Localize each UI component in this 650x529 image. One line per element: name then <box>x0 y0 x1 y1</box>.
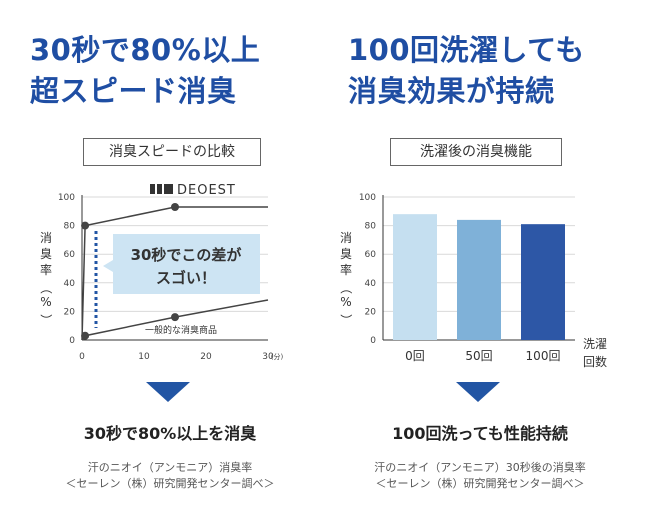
line-ytick-label: 0 <box>69 336 75 346</box>
ylabel-char: 消 <box>340 231 352 245</box>
left-down-arrow <box>146 382 190 402</box>
line-series-0 <box>81 206 268 341</box>
left-subtitle: 消臭スピードの比較 <box>83 138 261 166</box>
line-ylabel: 消臭率 （% ） <box>39 231 53 326</box>
line-ytick-label: 60 <box>64 250 76 260</box>
bar-xlabel-line-2: 回数 <box>583 354 607 369</box>
ylabel-char: 率 <box>340 262 352 277</box>
line-ytick-label: 40 <box>64 279 76 289</box>
ylabel-char: ） <box>339 314 353 326</box>
bar-ytick-label: 0 <box>370 336 376 346</box>
speed-line-chart: 0 20 40 60 80 100 0 10 20 30(分) 消臭率 （% ） DEOEST 30秒で… <box>39 183 284 362</box>
ylabel-char: ） <box>39 314 53 326</box>
bar-2 <box>521 224 565 340</box>
left-summary: 30秒で80%以上を消臭 <box>83 424 257 443</box>
ylabel-char: （ <box>339 282 353 294</box>
bar-ylabel: 消臭率 （% ） <box>339 231 353 326</box>
callout-line-1: 30秒でこの差が <box>131 246 243 264</box>
right-subtitle: 洗濯後の消臭機能 <box>390 138 562 166</box>
right-source-line-1: 汗のニオイ（アンモニア）30秒後の消臭率 <box>374 461 586 474</box>
line-xtick-label: 10 <box>138 352 150 362</box>
right-headline: 100回洗濯しても 消臭効果が持続 <box>348 30 585 112</box>
bar-1 <box>457 219 501 340</box>
right-headline-line-2: 消臭効果が持続 <box>348 74 555 108</box>
right-summary: 100回洗っても性能持続 <box>392 424 568 443</box>
line-xtick-label: 30 <box>262 352 274 362</box>
left-source: 汗のニオイ（アンモニア）消臭率 ＜セーレン（株）研究開発センター調べ＞ <box>20 460 320 492</box>
right-source: 汗のニオイ（アンモニア）30秒後の消臭率 ＜セーレン（株）研究開発センター調べ＞ <box>330 460 630 492</box>
line-ytick-label: 100 <box>58 193 75 203</box>
general-product-label: 一般的な消臭商品 <box>145 324 217 336</box>
bar-category-label: 50回 <box>465 349 492 363</box>
ylabel-char: 消 <box>40 231 52 245</box>
line-ytick-label: 80 <box>64 222 76 232</box>
bar-ytick-label: 60 <box>365 250 377 260</box>
ylabel-char: （ <box>39 282 53 294</box>
line-xtick-label: 20 <box>200 352 212 362</box>
bar-ytick-label: 20 <box>365 307 377 317</box>
deoest-label: DEOEST <box>177 183 236 198</box>
left-source-line-2: ＜セーレン（株）研究開発センター調べ＞ <box>65 477 275 490</box>
ylabel-char: % <box>340 295 351 309</box>
left-source-line-1: 汗のニオイ（アンモニア）消臭率 <box>87 461 253 474</box>
line-xunit-label: (分) <box>271 352 284 361</box>
ylabel-char: 臭 <box>340 246 352 261</box>
line-ytick-label: 20 <box>64 307 76 317</box>
bar-category-label: 100回 <box>526 349 561 363</box>
bar-0 <box>393 214 437 340</box>
callout-line-2: スゴい！ <box>156 269 216 287</box>
left-headline-line-2: 超スピード消臭 <box>30 74 237 108</box>
ylabel-char: 臭 <box>40 246 52 261</box>
right-source-line-2: ＜セーレン（株）研究開発センター調べ＞ <box>375 477 585 490</box>
ylabel-char: % <box>40 295 51 309</box>
bar-ytick-label: 40 <box>365 279 377 289</box>
bar-ytick-label: 100 <box>359 193 376 203</box>
line-data-point <box>81 331 90 340</box>
callout-box: 30秒でこの差が スゴい！ <box>103 234 260 294</box>
left-headline: 30秒で80%以上 超スピード消臭 <box>30 30 260 112</box>
ylabel-char: 率 <box>40 262 52 277</box>
right-down-arrow <box>456 382 500 402</box>
bar-xlabel-line-1: 洗濯 <box>583 337 607 351</box>
line-xtick-label: 0 <box>79 352 85 362</box>
line-data-point <box>171 313 179 322</box>
deoest-logo: DEOEST <box>150 183 236 198</box>
bar-category-label: 0回 <box>405 349 425 363</box>
line-data-point <box>81 221 90 230</box>
right-headline-line-1: 100回洗濯しても <box>348 33 585 67</box>
bar-ytick-label: 80 <box>365 222 377 232</box>
left-headline-line-1: 30秒で80%以上 <box>30 33 261 67</box>
line-data-point <box>171 203 179 212</box>
